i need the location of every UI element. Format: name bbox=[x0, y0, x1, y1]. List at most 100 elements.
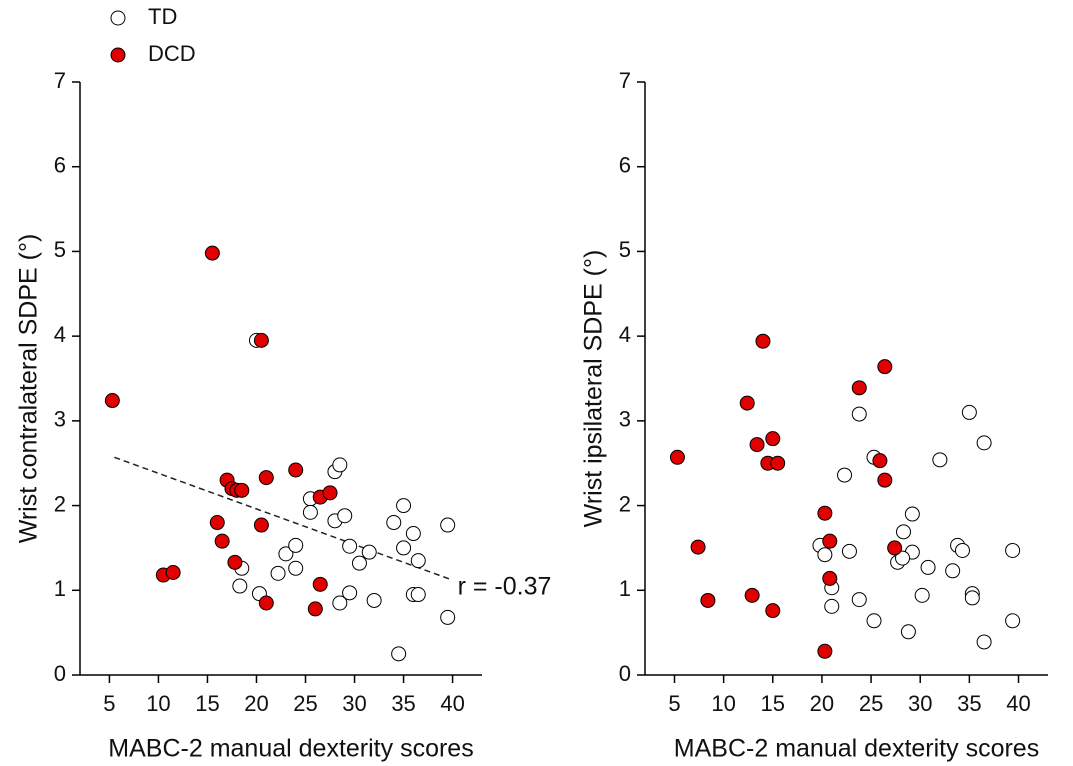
point bbox=[270, 565, 286, 581]
point bbox=[322, 485, 338, 501]
point bbox=[351, 555, 367, 571]
x-tick-label: 10 bbox=[711, 691, 735, 716]
point bbox=[366, 592, 382, 608]
x-tick-label: 25 bbox=[859, 691, 883, 716]
legend-marker bbox=[110, 10, 126, 26]
point bbox=[253, 517, 269, 533]
point bbox=[227, 554, 243, 570]
point bbox=[765, 603, 781, 619]
y-tick-label: 0 bbox=[54, 661, 66, 686]
point bbox=[961, 404, 977, 420]
point bbox=[104, 393, 120, 409]
point bbox=[258, 595, 274, 611]
point bbox=[920, 559, 936, 575]
point bbox=[342, 585, 358, 601]
point bbox=[817, 643, 833, 659]
point bbox=[837, 467, 853, 483]
point bbox=[932, 452, 948, 468]
point bbox=[904, 506, 920, 522]
point bbox=[204, 245, 220, 261]
x-tick-label: 15 bbox=[195, 691, 219, 716]
point bbox=[817, 547, 833, 563]
point bbox=[342, 538, 358, 554]
legend-label: DCD bbox=[148, 41, 196, 66]
point bbox=[700, 592, 716, 608]
point bbox=[410, 587, 426, 603]
y-tick-label: 4 bbox=[54, 322, 66, 347]
point bbox=[165, 564, 181, 580]
point bbox=[234, 482, 250, 498]
point bbox=[410, 553, 426, 569]
x-tick-label: 20 bbox=[244, 691, 268, 716]
y-tick-label: 2 bbox=[619, 491, 631, 516]
point bbox=[232, 578, 248, 594]
point bbox=[851, 380, 867, 396]
x-tick-label: 35 bbox=[391, 691, 415, 716]
point bbox=[866, 613, 882, 629]
point bbox=[288, 537, 304, 553]
point bbox=[817, 505, 833, 521]
point bbox=[739, 395, 755, 411]
point bbox=[822, 533, 838, 549]
point bbox=[214, 533, 230, 549]
point bbox=[765, 431, 781, 447]
annotation: r = -0.37 bbox=[458, 573, 552, 601]
x-tick-label: 40 bbox=[440, 691, 464, 716]
y-tick-label: 6 bbox=[54, 153, 66, 178]
point bbox=[824, 598, 840, 614]
point bbox=[332, 457, 348, 473]
point bbox=[976, 634, 992, 650]
x-tick-label: 30 bbox=[908, 691, 932, 716]
x-tick-label: 40 bbox=[1006, 691, 1030, 716]
point bbox=[914, 587, 930, 603]
y-tick-label: 2 bbox=[54, 491, 66, 516]
point bbox=[278, 546, 294, 562]
point bbox=[669, 449, 685, 465]
point bbox=[1005, 613, 1021, 629]
point bbox=[851, 592, 867, 608]
y-tick-label: 7 bbox=[54, 68, 66, 93]
point bbox=[749, 437, 765, 453]
point bbox=[288, 560, 304, 576]
y-tick-label: 7 bbox=[619, 68, 631, 93]
point bbox=[312, 576, 328, 592]
y-axis-label: Wrist contralateral SDPE (°) bbox=[15, 234, 43, 544]
point bbox=[332, 595, 348, 611]
point bbox=[440, 517, 456, 533]
point bbox=[258, 470, 274, 486]
point bbox=[895, 550, 911, 566]
legend-marker bbox=[110, 47, 126, 63]
x-tick-label: 15 bbox=[761, 691, 785, 716]
point bbox=[872, 453, 888, 469]
x-tick-label: 5 bbox=[103, 691, 115, 716]
point bbox=[877, 472, 893, 488]
point bbox=[307, 601, 323, 617]
point bbox=[964, 590, 980, 606]
point bbox=[1005, 542, 1021, 558]
point bbox=[209, 515, 225, 531]
point bbox=[337, 508, 353, 524]
x-tick-label: 10 bbox=[146, 691, 170, 716]
point bbox=[770, 455, 786, 471]
point bbox=[822, 570, 838, 586]
point bbox=[945, 563, 961, 579]
point bbox=[841, 543, 857, 559]
point bbox=[755, 333, 771, 349]
y-tick-label: 4 bbox=[619, 322, 631, 347]
y-tick-label: 6 bbox=[619, 153, 631, 178]
point bbox=[253, 332, 269, 348]
point bbox=[690, 539, 706, 555]
point bbox=[361, 544, 377, 560]
point bbox=[386, 515, 402, 531]
point bbox=[900, 624, 916, 640]
point bbox=[440, 609, 456, 625]
point bbox=[851, 406, 867, 422]
y-tick-label: 3 bbox=[54, 407, 66, 432]
trend-line bbox=[114, 456, 453, 581]
x-tick-label: 25 bbox=[293, 691, 317, 716]
y-tick-label: 1 bbox=[619, 576, 631, 601]
point bbox=[877, 359, 893, 375]
point bbox=[954, 542, 970, 558]
point bbox=[396, 540, 412, 556]
